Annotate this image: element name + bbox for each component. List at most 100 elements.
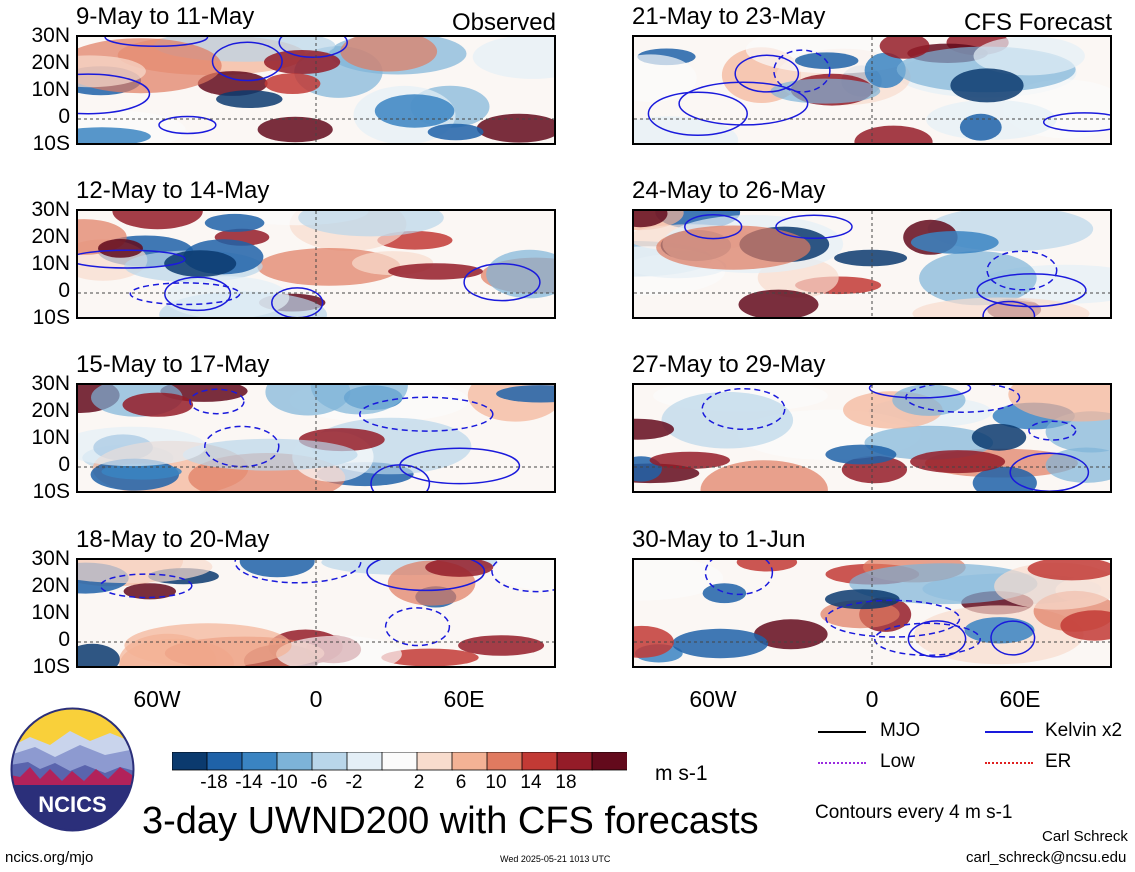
kelvin-contour (99, 573, 193, 599)
kelvin-contour (104, 37, 209, 48)
wind-anomaly-blob (182, 438, 358, 471)
panel-title: 30-May to 1-Jun (632, 526, 806, 553)
colorbar-swatch (486, 751, 523, 771)
wind-anomaly-blob (1045, 411, 1110, 453)
wind-anomaly-blob (910, 450, 1006, 474)
y-tick-label: 20N (31, 51, 70, 74)
y-tick-label: 30N (31, 372, 70, 395)
y-tick-label: 30N (31, 24, 70, 47)
panel-tag: CFS Forecast (963, 9, 1112, 36)
wind-field (634, 37, 1110, 143)
wind-anomaly-blob (634, 560, 724, 601)
wind-anomaly-blob (959, 113, 1002, 141)
x-tick-label: 60E (999, 686, 1041, 712)
y-tick-label: 0 (58, 628, 70, 651)
colorbar-tick-label: 6 (455, 772, 467, 793)
wind-anomaly-blob (834, 249, 908, 267)
panel-title: 21-May to 23-May (632, 3, 826, 30)
wind-anomaly-blob (164, 276, 290, 317)
y-tick-label: 10N (31, 426, 70, 449)
kelvin-contour (384, 607, 451, 647)
kelvin-contour (491, 560, 554, 593)
kelvin-contour (678, 81, 809, 126)
colorbar-swatch (451, 751, 488, 771)
wind-anomaly-blob (849, 563, 1038, 605)
wind-anomaly-blob (736, 560, 798, 572)
contour-note: Contours every 4 m s-1 (815, 802, 1013, 823)
kelvin-contour (704, 560, 774, 596)
colorbar-tick-label: -18 (200, 772, 228, 793)
wind-anomaly-blob (276, 635, 402, 666)
wind-anomaly-blob (204, 213, 265, 232)
panel-title: 12-May to 14-May (76, 177, 270, 204)
wind-anomaly-blob (1045, 447, 1110, 483)
kelvin-contour (773, 49, 831, 93)
legend-label: Kelvin x2 (1045, 720, 1123, 741)
footer-url: ncics.org/mjo (5, 849, 94, 866)
colorbar-swatch (416, 751, 453, 771)
y-tick-label: 10N (31, 78, 70, 101)
wind-anomaly-blob (649, 451, 730, 469)
wind-anomaly-blob (770, 78, 881, 104)
y-tick-label: 0 (58, 453, 70, 476)
colorbar-swatch (311, 751, 348, 771)
wind-map (632, 558, 1112, 668)
kelvin-contour (976, 273, 1087, 308)
wind-map (76, 35, 556, 145)
wind-anomaly-blob (950, 68, 1024, 103)
kelvin-contour (990, 620, 1036, 656)
wind-anomaly-blob (486, 249, 554, 299)
wind-anomaly-blob (101, 463, 182, 480)
y-tick-label: 10S (32, 306, 70, 329)
kelvin-contour (986, 250, 1058, 291)
legend-label: ER (1045, 751, 1072, 772)
colorbar-tick-label: 10 (485, 772, 507, 793)
colorbar-tick-label: -6 (310, 772, 328, 793)
wind-map (632, 209, 1112, 319)
colorbar-swatch (171, 751, 208, 771)
y-tick-label: 10N (31, 252, 70, 275)
legend-swatch-mjo (818, 731, 866, 733)
wind-map (632, 383, 1112, 493)
wind-field (78, 560, 554, 666)
panel-title: 24-May to 26-May (632, 177, 826, 204)
wind-anomaly-blob (298, 211, 444, 237)
kelvin-contour (158, 115, 217, 135)
colorbar-swatches (171, 751, 628, 771)
wind-anomaly-blob (912, 297, 1090, 317)
wind-field (78, 385, 554, 491)
colorbar-swatch (591, 751, 628, 771)
wind-anomaly-blob (825, 589, 900, 610)
wind-anomaly-blob (78, 127, 151, 143)
colorbar-swatch (381, 751, 418, 771)
wind-anomaly-blob (634, 116, 739, 143)
wind-anomaly-blob (964, 617, 1035, 644)
y-tick-label: 10S (32, 480, 70, 503)
kelvin-contour (825, 599, 961, 638)
x-tick-label: 0 (865, 686, 879, 712)
y-tick-label: 10S (32, 655, 70, 678)
wind-anomaly-blob (634, 211, 668, 228)
wind-anomaly-blob (485, 560, 554, 591)
wind-anomaly-blob (98, 239, 143, 258)
colorbar-tick-label: 18 (555, 772, 577, 793)
wind-anomaly-blob (919, 251, 1037, 306)
wind-anomaly-blob (425, 560, 494, 577)
kelvin-contour (211, 41, 283, 82)
wind-anomaly-blob (971, 423, 1027, 451)
wind-anomaly-blob (123, 583, 176, 600)
wind-anomaly-blob (892, 385, 966, 416)
wind-anomaly-blob (264, 50, 341, 74)
wind-anomaly-blob (700, 460, 828, 491)
x-tick-label: 60E (443, 686, 485, 712)
y-tick-label: 20N (31, 399, 70, 422)
legend-swatch-er (985, 762, 1033, 764)
kelvin-contour (775, 214, 853, 240)
wind-field (78, 211, 554, 317)
wind-anomaly-blob (239, 560, 315, 578)
panel-tag: Observed (451, 9, 556, 36)
y-tick-label: 0 (58, 105, 70, 128)
kelvin-contour (1042, 112, 1110, 133)
legend-swatch-kelvin (985, 731, 1033, 733)
wind-anomaly-blob (216, 90, 283, 108)
